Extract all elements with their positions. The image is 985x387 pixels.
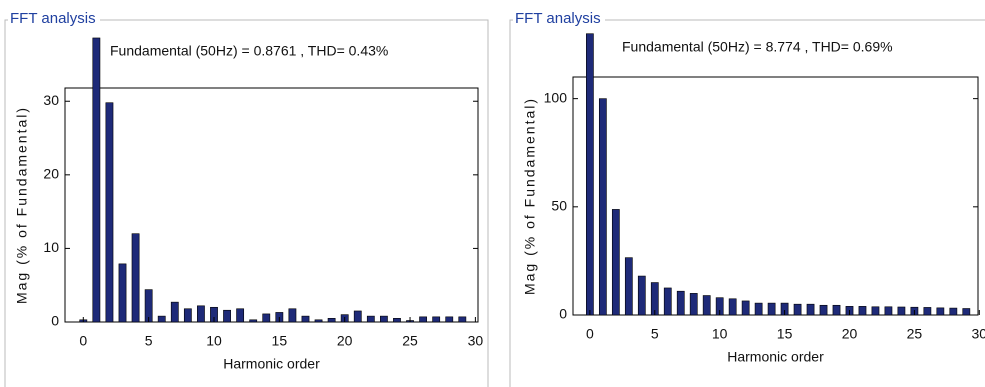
bar [858,306,867,316]
y-tick-label: 100 [544,89,568,105]
bar [767,302,776,316]
bar [728,298,737,316]
y-tick-label: 0 [51,313,59,329]
bar [197,305,205,323]
bar [923,307,932,316]
bar [249,319,258,323]
bar [170,301,179,323]
x-tick-label: 15 [272,333,288,349]
x-tick-label: 25 [907,326,923,342]
x-tick-label: 30 [468,333,484,349]
panel-title: FFT analysis [515,10,601,27]
bar [327,318,336,323]
bar [897,306,906,316]
bar [754,302,763,316]
x-axis-label: Harmonic order [223,356,320,372]
bar [105,102,114,323]
bar [393,318,401,323]
annotation: Fundamental (50Hz) = 0.8761 , THD= 0.43% [110,43,388,59]
x-tick-label: 5 [651,326,659,342]
x-tick-label: 25 [402,333,418,349]
x-tick-label: 30 [972,326,985,342]
plot-area [572,76,979,316]
group-box [509,19,985,387]
bar [157,315,166,323]
y-tick-label: 0 [559,306,567,322]
bar [598,98,607,316]
bar [236,308,245,323]
x-tick-label: 20 [337,333,353,349]
y-axis-label: Mag (% of Fundamental) [522,97,538,295]
x-tick-label: 10 [712,326,728,342]
bar [586,33,594,316]
bar [611,209,620,316]
bar [380,315,388,323]
bar [741,300,750,316]
bar [314,319,323,323]
title-bg [8,10,100,30]
bar [663,287,672,316]
bar [288,308,297,323]
bar [92,37,101,323]
y-axis-label: Mag (% of Fundamental) [14,106,30,304]
bar [819,304,828,316]
x-tick-label: 15 [777,326,793,342]
title-bg [513,10,605,30]
y-tick-label: 10 [43,239,59,255]
bar [793,303,802,316]
bar [806,303,815,316]
annotation: Fundamental (50Hz) = 8.774 , THD= 0.69% [622,39,893,55]
y-tick-label: 20 [43,166,59,182]
plot-area [64,87,479,323]
x-axis-label: Harmonic order [727,349,824,365]
bar [131,233,140,323]
bar [689,293,698,316]
bar [936,307,945,316]
bar [624,257,633,316]
bar [832,304,841,316]
bar [419,316,428,323]
bar [366,315,375,323]
bar [949,307,958,316]
bar [353,310,362,323]
bar [637,275,646,316]
y-tick-label: 30 [43,92,59,108]
bar [301,315,310,323]
bar [445,316,454,323]
bar [702,295,711,316]
bar [884,306,893,316]
bar [458,316,467,323]
bar [262,313,271,323]
x-tick-label: 10 [206,333,222,349]
x-tick-label: 5 [145,333,153,349]
bar [962,308,971,316]
x-tick-label: 0 [586,326,594,342]
group-box [4,19,489,387]
bar [183,308,192,323]
bar [432,316,441,323]
bar [118,263,127,323]
bar [676,290,685,316]
bar [871,306,880,316]
panel-title: FFT analysis [10,10,96,27]
y-tick-label: 50 [551,198,567,214]
x-tick-label: 0 [79,333,87,349]
x-tick-label: 20 [842,326,858,342]
bar [223,309,231,323]
